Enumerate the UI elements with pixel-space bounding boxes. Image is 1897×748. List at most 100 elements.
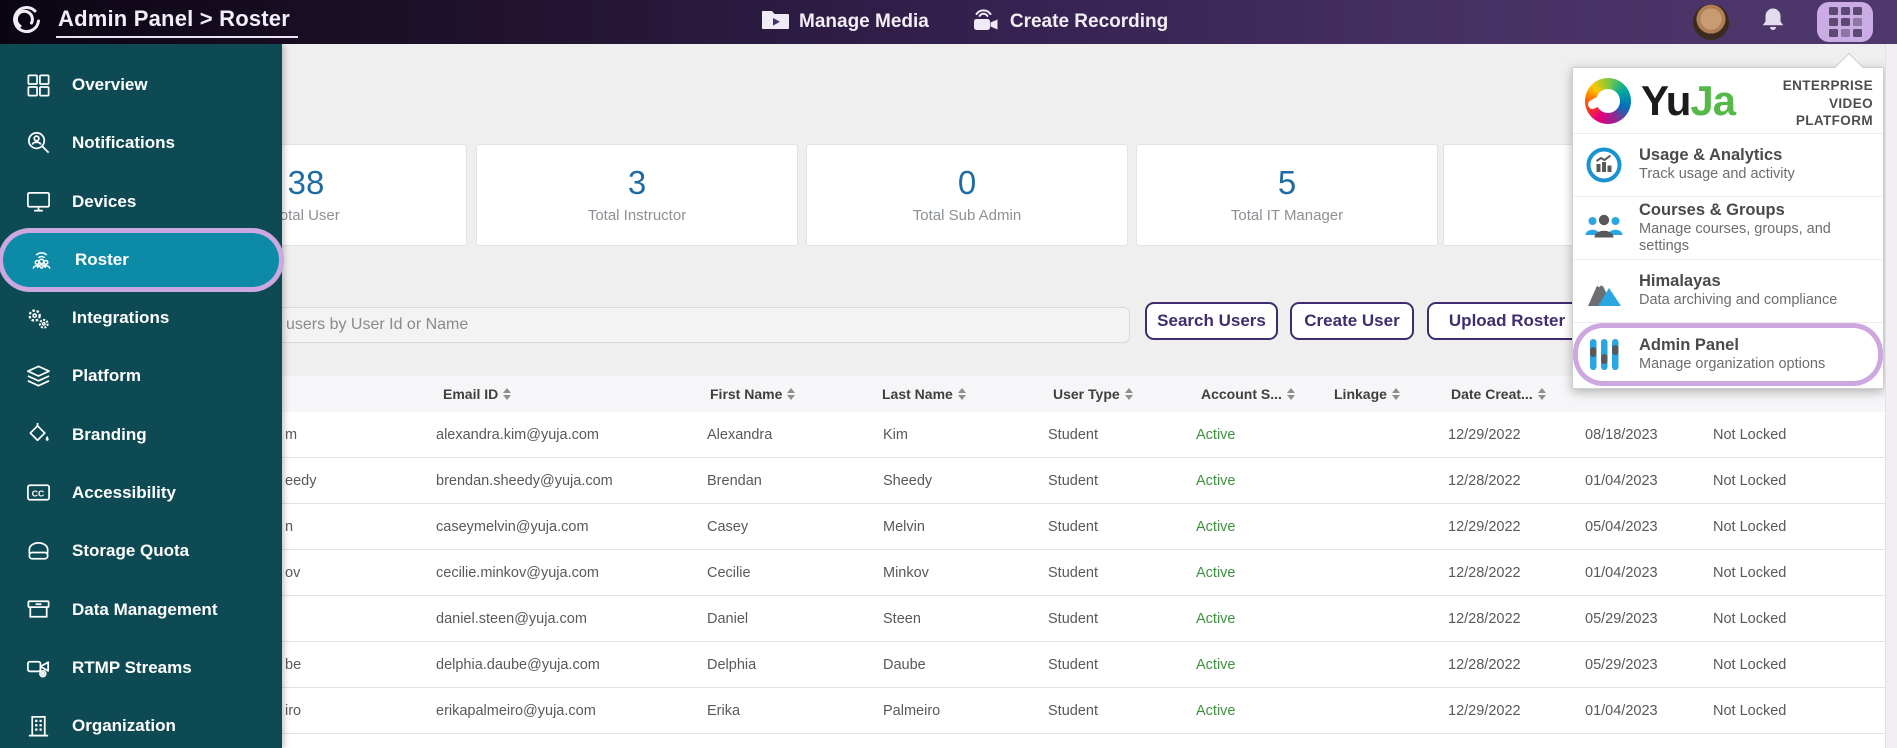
sidebar-item-data-management[interactable]: Data Management xyxy=(0,580,282,638)
cell-date-created: 12/28/2022 xyxy=(1448,473,1521,489)
manage-media-button[interactable]: Manage Media xyxy=(760,6,929,38)
sidebar-item-accessibility[interactable]: CC Accessibility xyxy=(0,464,282,522)
cell-user-type: Student xyxy=(1048,473,1098,489)
sidebar-item-label: Branding xyxy=(72,424,147,444)
brand-area: Admin Panel > Roster xyxy=(0,2,299,43)
page-scrollbar-track[interactable] xyxy=(1885,44,1897,748)
cell-date-created: 12/28/2022 xyxy=(1448,565,1521,581)
audience-group-icon xyxy=(27,246,55,274)
sidebar-item-label: Data Management xyxy=(72,599,218,619)
header-email-id[interactable]: Email ID xyxy=(443,376,512,412)
search-input[interactable] xyxy=(150,307,1130,343)
apps-grid-button[interactable] xyxy=(1817,2,1873,42)
cell-date-2: 08/18/2023 xyxy=(1585,427,1658,443)
menu-item-courses-groups[interactable]: Courses & Groups Manage courses, groups,… xyxy=(1573,197,1883,260)
sidebar-item-rtmp-streams[interactable]: RTMP Streams xyxy=(0,639,282,697)
header-user-type[interactable]: User Type xyxy=(1053,376,1133,412)
cell-date-created: 06/23/2023 xyxy=(1448,734,1521,748)
sort-icon xyxy=(1391,388,1400,400)
header-date-created[interactable]: Date Creat... xyxy=(1451,376,1546,412)
table-row[interactable]: be delphia.daube@yuja.com Delphia Daube Stud… xyxy=(150,642,1886,688)
table-row[interactable]: e ethan.moore@yuja.com Ethan Moore Instructo… xyxy=(150,734,1886,748)
cell-first-name: Alexandra xyxy=(707,427,773,443)
video-camera-icon xyxy=(24,654,52,682)
cell-date-created: 12/28/2022 xyxy=(1448,657,1521,673)
sidebar-item-roster[interactable]: Roster xyxy=(3,232,279,287)
avatar[interactable] xyxy=(1693,4,1729,40)
table-row[interactable]: eedy brendan.sheedy@yuja.com Brendan Sheedy… xyxy=(150,458,1886,504)
sidebar-item-notifications[interactable]: Notifications xyxy=(0,114,282,172)
menu-item-himalayas[interactable]: Himalayas Data archiving and compliance xyxy=(1573,260,1883,323)
create-recording-button[interactable]: Create Recording xyxy=(971,5,1168,39)
media-folder-icon xyxy=(760,6,790,38)
cell-email: erikapalmeiro@yuja.com xyxy=(436,703,596,719)
table-row[interactable]: m alexandra.kim@yuja.com Alexandra Kim Stude… xyxy=(150,412,1886,458)
cell-account-status: Active xyxy=(1196,565,1236,581)
bell-icon[interactable] xyxy=(1759,5,1787,40)
menu-item-text: Himalayas Data archiving and compliance xyxy=(1639,272,1838,309)
sort-icon xyxy=(957,388,966,400)
sidebar-item-label: Devices xyxy=(72,191,137,211)
monitor-icon xyxy=(24,188,52,216)
cell-locked-status: Not Locked xyxy=(1713,703,1787,719)
create-user-button[interactable]: Create User xyxy=(1290,302,1414,340)
sort-icon xyxy=(503,388,512,400)
sidebar-item-devices[interactable]: Devices xyxy=(0,173,282,231)
sidebar-item-integrations[interactable]: Integrations xyxy=(0,289,282,347)
cell-email: alexandra.kim@yuja.com xyxy=(436,427,600,443)
search-users-button[interactable]: Search Users xyxy=(1145,302,1278,340)
recording-camera-icon xyxy=(971,5,1001,39)
sidebar-item-organization[interactable]: Organization xyxy=(0,697,282,748)
cell-account-status: Active xyxy=(1196,427,1236,443)
sidebar-item-label: Overview xyxy=(72,75,148,95)
table-row[interactable]: daniel.steen@yuja.com Daniel Steen Student A… xyxy=(150,596,1886,642)
table-row[interactable]: iro erikapalmeiro@yuja.com Erika Palmeiro St… xyxy=(150,688,1886,734)
cell-first-name: Delphia xyxy=(707,657,757,673)
menu-item-text: Usage & Analytics Track usage and activi… xyxy=(1639,146,1795,183)
cell-email: caseymelvin@yuja.com xyxy=(436,519,589,535)
sidebar-item-label: Storage Quota xyxy=(72,541,190,561)
cell-first-name: Casey xyxy=(707,519,749,535)
stat-card-total-instructor: 3 Total Instructor xyxy=(476,144,798,246)
cell-user-type: Student xyxy=(1048,565,1098,581)
header-first-name[interactable]: First Name xyxy=(710,376,796,412)
paint-bucket-icon xyxy=(24,421,52,449)
panel-brand-row: YuJa ENTERPRISE VIDEO PLATFORM xyxy=(1573,68,1883,134)
table-row[interactable]: ov cecilie.minkov@yuja.com Cecilie Minkov St… xyxy=(150,550,1886,596)
stat-label: Total IT Manager xyxy=(1230,207,1344,224)
cell-user-id-fragment: n xyxy=(285,519,294,535)
cell-user-id-fragment: eedy xyxy=(285,473,317,489)
cell-email: ethan.moore@yuja.com xyxy=(436,734,590,748)
menu-item-text: Admin Panel Manage organization options xyxy=(1639,335,1826,372)
manage-media-label: Manage Media xyxy=(799,11,929,32)
breadcrumb[interactable]: Admin Panel > Roster xyxy=(56,6,299,38)
cell-first-name: Cecilie xyxy=(707,565,751,581)
sidebar-item-overview[interactable]: Overview xyxy=(0,56,282,114)
cell-account-status: Active xyxy=(1196,473,1236,489)
header-linkage[interactable]: Linkage xyxy=(1334,376,1400,412)
cell-date-created: 12/29/2022 xyxy=(1448,703,1521,719)
sidebar-item-storage-quota[interactable]: Storage Quota xyxy=(0,522,282,580)
stat-label: Total User xyxy=(272,207,340,224)
upload-roster-button[interactable]: Upload Roster xyxy=(1427,302,1587,340)
cell-last-name: Minkov xyxy=(883,565,929,581)
menu-item-admin-panel[interactable]: Admin Panel Manage organization options xyxy=(1573,323,1883,386)
cell-user-id-fragment: e xyxy=(285,734,293,748)
topbar-actions: Manage Media Create Recording xyxy=(760,0,1168,44)
cell-date-created: 12/29/2022 xyxy=(1448,427,1521,443)
cell-user-type: Student xyxy=(1048,657,1098,673)
archive-box-icon xyxy=(24,596,52,624)
cell-locked-status: Not Locked xyxy=(1713,519,1787,535)
sidebar-item-branding[interactable]: Branding xyxy=(0,405,282,463)
stat-card-total-it-manager: 5 Total IT Manager xyxy=(1136,144,1438,246)
sidebar-item-platform[interactable]: Platform xyxy=(0,347,282,405)
menu-item-usage-analytics[interactable]: Usage & Analytics Track usage and activi… xyxy=(1573,134,1883,197)
roster-table: Email ID First Name Last Name User Type … xyxy=(150,376,1886,748)
cell-user-id-fragment: ov xyxy=(285,565,301,581)
cell-account-status: Active xyxy=(1196,703,1236,719)
cell-date-created: 12/29/2022 xyxy=(1448,519,1521,535)
table-row[interactable]: n caseymelvin@yuja.com Casey Melvin Student A… xyxy=(150,504,1886,550)
cell-email: brendan.sheedy@yuja.com xyxy=(436,473,613,489)
header-last-name[interactable]: Last Name xyxy=(882,376,966,412)
header-account-status[interactable]: Account S... xyxy=(1201,376,1295,412)
